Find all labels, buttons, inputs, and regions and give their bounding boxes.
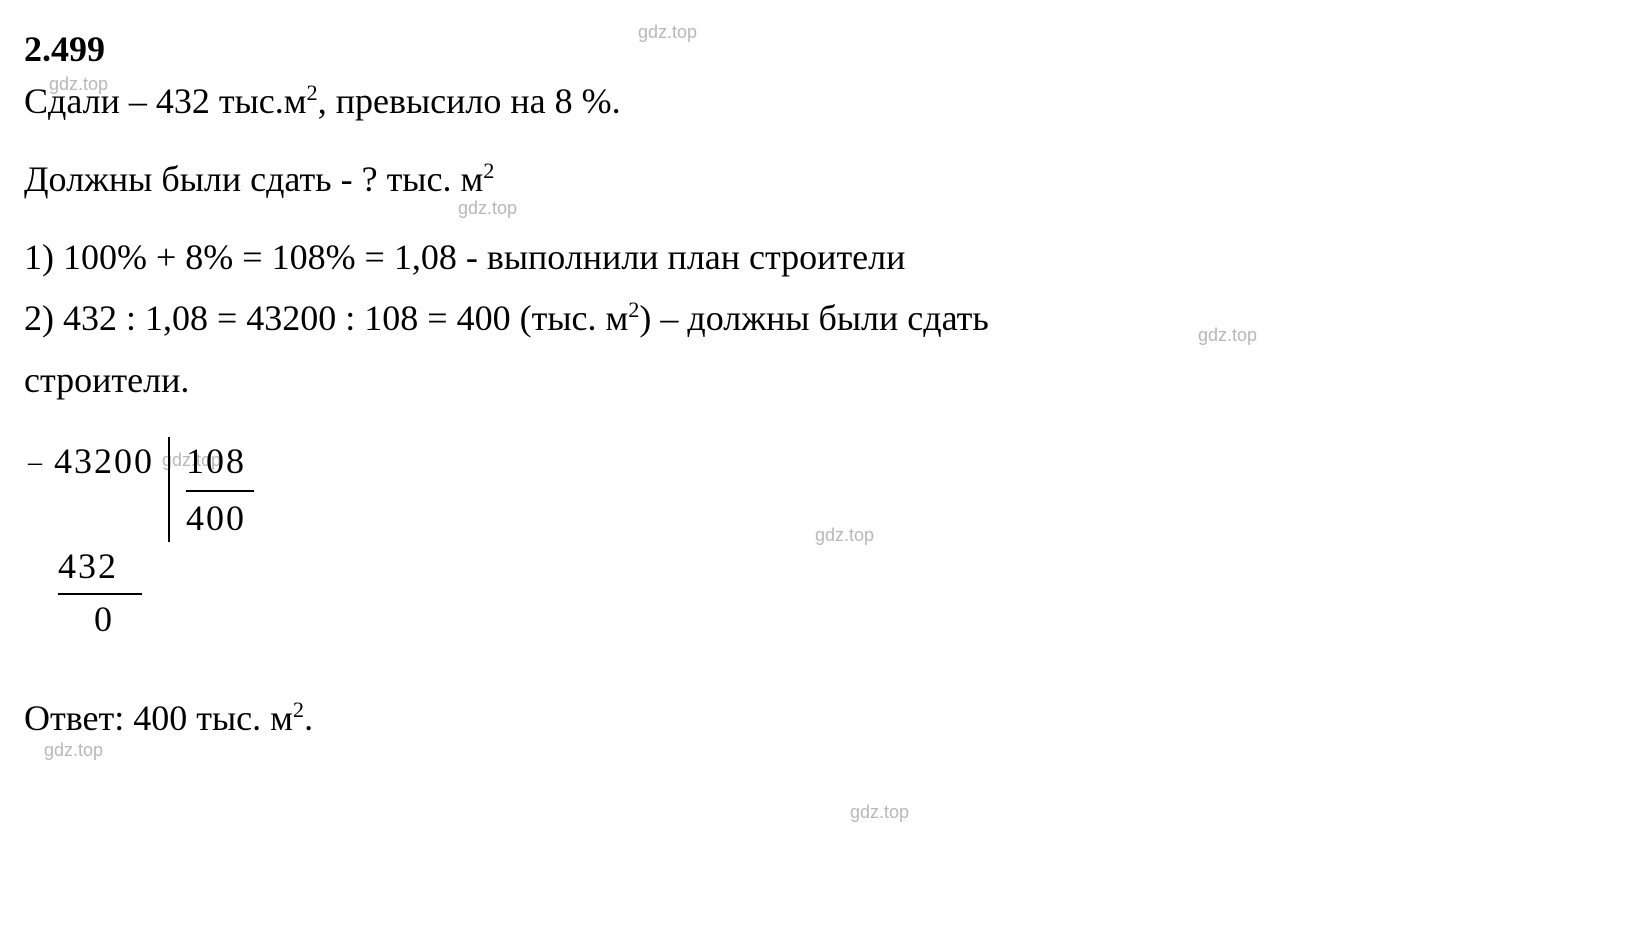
divisor: 108	[186, 437, 254, 492]
dividend: 43200	[54, 437, 162, 486]
given-line-2: Должны были сдать - ? тыс. м2	[24, 152, 1601, 208]
given-line-1: Сдали – 432 тыс.м2, превысило на 8 %.	[24, 74, 1601, 130]
text: Должны были сдать - ? тыс. м	[24, 159, 483, 199]
answer-line: Ответ: 400 тыс. м2.	[24, 691, 1601, 747]
subtrahend: 432	[58, 542, 142, 595]
step-2: 2) 432 : 1,08 = 43200 : 108 = 400 (тыс. …	[24, 291, 1601, 347]
watermark: gdz.top	[815, 525, 874, 546]
step-1: 1) 100% + 8% = 108% = 1,08 - выполнили п…	[24, 230, 1601, 286]
divisor-quotient-block: 108 400	[168, 437, 254, 542]
longdiv-top-row: – 43200 108 400	[28, 437, 254, 542]
minus-sign: –	[28, 444, 42, 482]
superscript: 2	[483, 158, 494, 183]
text: Сдали – 432 тыс.м	[24, 81, 307, 121]
problem-number: 2.499	[24, 28, 1601, 70]
text: ) – должны были сдать	[639, 298, 988, 338]
remainder: 0	[94, 595, 254, 644]
step-2-continuation: строители.	[24, 353, 1601, 409]
text: 2) 432 : 1,08 = 43200 : 108 = 400 (тыс. …	[24, 298, 628, 338]
text: .	[304, 698, 313, 738]
longdiv-work: 432	[58, 542, 254, 595]
watermark: gdz.top	[850, 802, 909, 823]
superscript: 2	[293, 697, 304, 722]
text: , превысило на 8 %.	[318, 81, 621, 121]
text: Ответ: 400 тыс. м	[24, 698, 293, 738]
long-division: – 43200 108 400 432 0	[28, 437, 254, 643]
quotient: 400	[186, 492, 254, 543]
superscript: 2	[628, 297, 639, 322]
superscript: 2	[307, 80, 318, 105]
